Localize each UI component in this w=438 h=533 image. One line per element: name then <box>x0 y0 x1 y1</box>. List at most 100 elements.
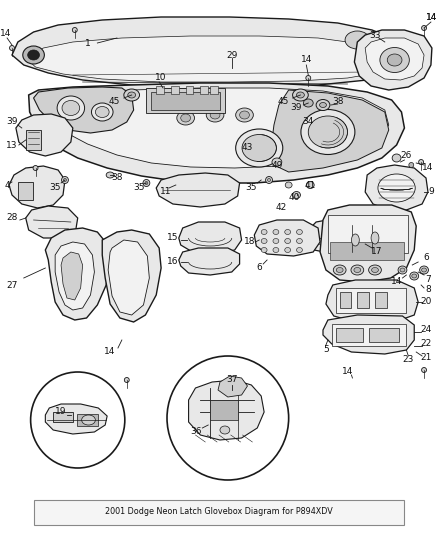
Ellipse shape <box>95 107 109 117</box>
Text: 35: 35 <box>49 183 61 192</box>
Bar <box>210 86 218 94</box>
Polygon shape <box>218 376 247 397</box>
Polygon shape <box>9 166 65 208</box>
Text: 14: 14 <box>422 164 434 173</box>
Ellipse shape <box>351 234 359 246</box>
Text: 18: 18 <box>244 238 255 246</box>
Bar <box>186 86 194 94</box>
Ellipse shape <box>268 179 271 182</box>
Text: 35: 35 <box>134 183 145 192</box>
Ellipse shape <box>297 247 302 253</box>
Ellipse shape <box>177 111 194 125</box>
Bar <box>210 400 238 420</box>
Polygon shape <box>102 230 161 322</box>
Ellipse shape <box>378 174 415 202</box>
Polygon shape <box>55 242 95 310</box>
Text: 6: 6 <box>423 254 429 262</box>
Bar <box>328 215 408 253</box>
Text: 21: 21 <box>420 353 432 362</box>
Ellipse shape <box>128 92 136 98</box>
Text: 39: 39 <box>291 103 302 112</box>
Ellipse shape <box>261 238 267 244</box>
Ellipse shape <box>354 268 361 272</box>
Ellipse shape <box>28 50 39 60</box>
Polygon shape <box>254 220 320 256</box>
Ellipse shape <box>81 415 95 425</box>
Polygon shape <box>26 36 392 82</box>
Text: 27: 27 <box>6 280 18 289</box>
Polygon shape <box>46 228 110 320</box>
Text: 15: 15 <box>167 233 179 243</box>
Text: 2001 Dodge Neon Latch Glovebox Diagram for P894XDV: 2001 Dodge Neon Latch Glovebox Diagram f… <box>105 507 333 516</box>
Bar <box>330 242 404 260</box>
Ellipse shape <box>236 108 253 122</box>
Bar <box>34 500 404 525</box>
Ellipse shape <box>409 163 414 167</box>
Ellipse shape <box>422 26 427 30</box>
Polygon shape <box>179 222 242 254</box>
Ellipse shape <box>306 182 314 189</box>
Text: 34: 34 <box>303 117 314 126</box>
Ellipse shape <box>398 266 407 274</box>
Text: 14: 14 <box>426 13 438 22</box>
Ellipse shape <box>412 274 417 278</box>
Text: 38: 38 <box>111 174 123 182</box>
Polygon shape <box>365 38 424 80</box>
Polygon shape <box>26 206 78 238</box>
Ellipse shape <box>422 367 427 373</box>
Text: 5: 5 <box>323 345 329 354</box>
Text: 14: 14 <box>0 28 12 37</box>
Text: 4: 4 <box>4 181 10 190</box>
Polygon shape <box>34 87 134 133</box>
Ellipse shape <box>92 103 113 121</box>
Polygon shape <box>108 240 149 315</box>
Ellipse shape <box>333 265 346 275</box>
Ellipse shape <box>272 158 282 166</box>
Ellipse shape <box>387 54 402 66</box>
Ellipse shape <box>57 96 85 120</box>
Ellipse shape <box>72 28 77 33</box>
Ellipse shape <box>422 268 427 272</box>
Text: 13: 13 <box>6 141 18 149</box>
Ellipse shape <box>23 46 44 64</box>
Ellipse shape <box>285 247 291 253</box>
Ellipse shape <box>273 238 279 244</box>
Text: 23: 23 <box>403 356 414 365</box>
Ellipse shape <box>124 89 140 101</box>
Polygon shape <box>354 30 432 90</box>
Polygon shape <box>323 315 414 354</box>
Bar <box>171 86 179 94</box>
Text: 42: 42 <box>275 204 286 213</box>
Text: 17: 17 <box>371 247 383 256</box>
Bar <box>375 292 387 308</box>
Ellipse shape <box>261 230 267 235</box>
Text: 45: 45 <box>108 98 120 107</box>
Ellipse shape <box>293 191 300 198</box>
Polygon shape <box>43 88 389 168</box>
Text: 41: 41 <box>304 181 316 190</box>
Ellipse shape <box>210 111 220 119</box>
Polygon shape <box>320 205 416 282</box>
Text: 40: 40 <box>289 192 300 201</box>
Ellipse shape <box>345 31 370 49</box>
Text: 8: 8 <box>425 286 431 295</box>
Bar <box>77 414 98 426</box>
Ellipse shape <box>400 268 405 272</box>
Ellipse shape <box>301 109 355 155</box>
Polygon shape <box>12 17 404 87</box>
Circle shape <box>31 372 125 468</box>
Bar <box>369 328 399 342</box>
Text: 14: 14 <box>342 367 353 376</box>
Bar <box>26 130 42 150</box>
Polygon shape <box>326 280 418 322</box>
Ellipse shape <box>297 92 304 98</box>
Ellipse shape <box>420 266 428 274</box>
Text: 33: 33 <box>369 30 381 39</box>
Bar <box>340 292 351 308</box>
Text: 11: 11 <box>160 188 172 197</box>
Ellipse shape <box>297 230 302 235</box>
Text: 9: 9 <box>428 188 434 197</box>
Polygon shape <box>179 248 240 275</box>
Ellipse shape <box>206 108 224 122</box>
Ellipse shape <box>380 47 410 72</box>
